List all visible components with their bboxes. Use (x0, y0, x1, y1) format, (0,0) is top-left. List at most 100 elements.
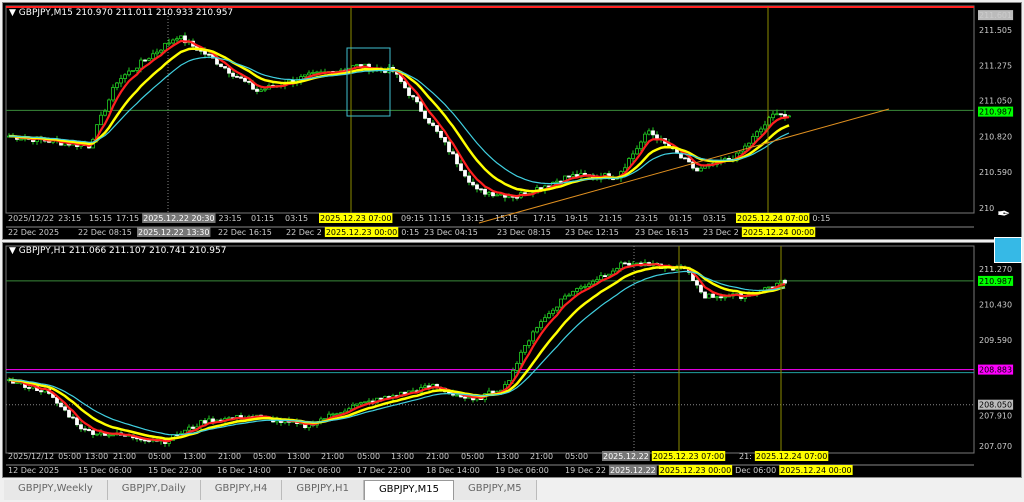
tab-m5[interactable]: GBPJPY,M5 (453, 480, 537, 500)
candle-body (71, 416, 75, 419)
candle-body (203, 420, 207, 424)
ma-mid-line (9, 47, 790, 193)
crosshair-time-label: 2025.12.22 13:30 (138, 228, 209, 237)
candle-body (355, 64, 359, 67)
candle-body (131, 70, 135, 72)
candle-body (455, 153, 459, 165)
time-label: 22 Dec 08:15 (78, 228, 132, 237)
candle-body (515, 196, 519, 199)
candle-body (103, 110, 107, 116)
chart-h1[interactable]: 211.270 210.430 209.590 207.910 207.070 210.9… (2, 242, 1022, 478)
time-label: 15 Dec 06:00 (78, 466, 132, 475)
candle-body (63, 406, 67, 411)
candle-body (623, 262, 627, 265)
time-label: 12 Dec 2025 (8, 466, 59, 475)
candle-body (355, 403, 359, 406)
price-tick: 210.590 (979, 168, 1012, 177)
candle-body (711, 293, 715, 298)
candle-body (615, 268, 619, 272)
candle-body (155, 51, 159, 55)
candle-body (531, 331, 535, 342)
candle-body (479, 188, 483, 191)
time-label: 17:15 (116, 214, 139, 223)
time-label: 17:15 (533, 214, 556, 223)
candle-body (431, 122, 435, 126)
candle-body (463, 170, 467, 177)
candle-body (443, 137, 447, 143)
candle-body (627, 262, 631, 266)
candle-body (119, 78, 123, 84)
tab-h4[interactable]: GBPJPY,H4 (200, 480, 283, 500)
tab-m15[interactable]: GBPJPY,M15 (363, 480, 454, 500)
oneclick-trading-icon[interactable] (994, 237, 1022, 263)
candle-body (239, 76, 243, 79)
time-label: 23 Dec 04:15 (424, 228, 478, 237)
vline-time-label-bg (319, 213, 393, 223)
ma-mid-line (8, 265, 786, 441)
candle-body (519, 351, 523, 364)
price-tick: 210.430 (979, 300, 1012, 309)
candle-body (683, 157, 687, 160)
candle-body (547, 313, 551, 319)
dotted-price-label-bg (978, 399, 1014, 410)
candle-body (75, 417, 79, 426)
time-label: 22 Dec 16:15 (218, 228, 272, 237)
time-label: 23:15 (58, 214, 81, 223)
candle-body (555, 306, 559, 311)
crosshair-time-label: 2025.12.22 (610, 466, 656, 475)
price-tick-bg (978, 10, 1014, 21)
current-price-label: 210.987 (979, 108, 1012, 117)
chart-m15[interactable]: 211.601 211.505 211.275 211.050 210.820 210.5… (2, 2, 1022, 240)
magenta-price-label: 208.883 (979, 366, 1012, 375)
candle-body (419, 101, 423, 112)
time-label: 22 Dec 2 (286, 228, 322, 237)
tab-weekly[interactable]: GBPJPY,Weekly (4, 480, 108, 500)
candle-body (59, 402, 63, 408)
candle-body (699, 284, 703, 293)
price-tick: 209.590 (979, 336, 1012, 345)
time-label: 13:00 (287, 452, 310, 461)
chart-h1-canvas[interactable]: 211.270 210.430 209.590 207.910 207.070 210.9… (3, 243, 1023, 479)
tab-h1[interactable]: GBPJPY,H1 (282, 480, 364, 500)
time-label: 21:00 (426, 452, 449, 461)
pen-tool-icon[interactable]: ✒ (997, 204, 1011, 223)
candle-body (415, 96, 419, 103)
time-label: 23:15 (635, 214, 658, 223)
price-tick: 211.050 (979, 97, 1012, 106)
candle-body (83, 428, 87, 431)
time-label: 17 Dec 06:00 (287, 466, 341, 475)
candle-body (407, 87, 411, 96)
candle-body (127, 70, 131, 76)
time-label: 05:00 (357, 452, 380, 461)
time-label: 22 Dec 2025 (8, 228, 59, 237)
vline-time-label: 2025.12.23 07:00 (653, 452, 724, 461)
candle-body (115, 82, 119, 88)
candle-body (39, 390, 43, 393)
candle-body (423, 385, 427, 388)
candle-body (575, 288, 579, 292)
candle-body (775, 113, 779, 116)
candle-body (471, 181, 475, 186)
candle-body (163, 42, 167, 51)
time-label: 23 Dec 2 (703, 228, 739, 237)
candle-body (303, 74, 307, 77)
candle-body (235, 75, 239, 78)
candle-body (583, 285, 587, 288)
vline-time-label-bg (651, 451, 726, 461)
tab-daily[interactable]: GBPJPY,Daily (107, 480, 201, 500)
candle-body (567, 294, 571, 297)
chart-m15-canvas[interactable]: 211.601 211.505 211.275 211.050 210.820 210.5… (3, 3, 1023, 241)
candle-body (631, 153, 635, 159)
candle-body (135, 67, 139, 71)
candle-body (491, 192, 495, 197)
price-tick: 210.820 (979, 132, 1012, 141)
time-label: 23 Dec 12:15 (565, 228, 619, 237)
time-label: 13:00 (85, 452, 108, 461)
time-label: 19 Dec 22 (565, 466, 606, 475)
candle-body (539, 321, 543, 329)
candle-body (151, 53, 155, 60)
candle-body (763, 124, 767, 130)
candle-body (143, 59, 147, 62)
trend-line (478, 108, 890, 224)
candle-body (143, 439, 147, 442)
